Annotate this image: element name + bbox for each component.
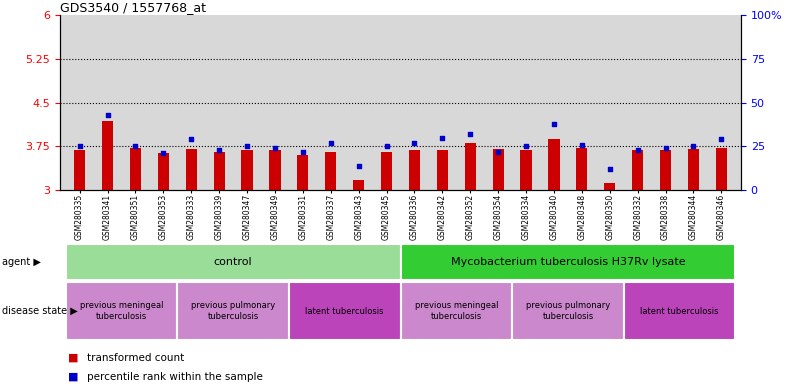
Bar [74,151,85,190]
Point [408,140,421,146]
Point [185,136,198,142]
Text: ■: ■ [68,353,78,363]
Text: transformed count: transformed count [87,353,183,363]
Bar [465,144,476,190]
Text: latent tuberculosis: latent tuberculosis [305,306,384,316]
Bar [400,282,512,340]
Text: percentile rank within the sample: percentile rank within the sample [87,372,263,382]
Point [157,150,170,156]
Bar [493,149,504,190]
Bar [269,150,280,190]
Text: previous pulmonary
tuberculosis: previous pulmonary tuberculosis [525,301,610,321]
Bar [604,183,615,190]
Text: ■: ■ [68,372,78,382]
Text: latent tuberculosis: latent tuberculosis [640,306,718,316]
Point [687,143,700,149]
Text: Mycobacterium tuberculosis H37Rv lysate: Mycobacterium tuberculosis H37Rv lysate [451,257,685,267]
Point [101,112,114,118]
Point [352,162,365,169]
Bar [186,149,197,190]
Point [240,143,253,149]
Bar [549,139,560,190]
Bar [214,152,225,190]
Bar [177,282,289,340]
Point [603,166,616,172]
Point [715,136,728,142]
Text: previous meningeal
tuberculosis: previous meningeal tuberculosis [80,301,163,321]
Text: GDS3540 / 1557768_at: GDS3540 / 1557768_at [60,1,206,14]
Point [268,145,281,151]
Bar [66,244,400,280]
Bar [130,148,141,190]
Point [659,145,672,151]
Bar [576,148,587,190]
Point [464,131,477,137]
Bar [437,151,448,190]
Text: disease state ▶: disease state ▶ [2,306,78,316]
Bar [241,151,252,190]
Point [575,142,588,148]
Bar [158,153,169,190]
Point [548,121,561,127]
Point [436,135,449,141]
Bar [521,151,532,190]
Bar [381,152,392,190]
Bar [624,282,735,340]
Bar [66,282,177,340]
Point [324,140,337,146]
Point [73,143,86,149]
Point [631,147,644,153]
Bar [512,282,624,340]
Bar [688,149,699,190]
Bar [409,151,420,190]
Bar [632,151,643,190]
Bar [102,121,113,190]
Point [129,143,142,149]
Bar [660,151,671,190]
Bar [297,154,308,190]
Text: previous meningeal
tuberculosis: previous meningeal tuberculosis [415,301,498,321]
Bar [353,180,364,190]
Bar [400,244,735,280]
Point [296,149,309,155]
Point [213,147,226,153]
Point [492,149,505,155]
Bar [289,282,400,340]
Text: agent ▶: agent ▶ [2,257,41,267]
Bar [716,148,727,190]
Point [380,143,393,149]
Point [520,143,533,149]
Text: control: control [214,257,252,267]
Text: previous pulmonary
tuberculosis: previous pulmonary tuberculosis [191,301,276,321]
Bar [325,152,336,190]
